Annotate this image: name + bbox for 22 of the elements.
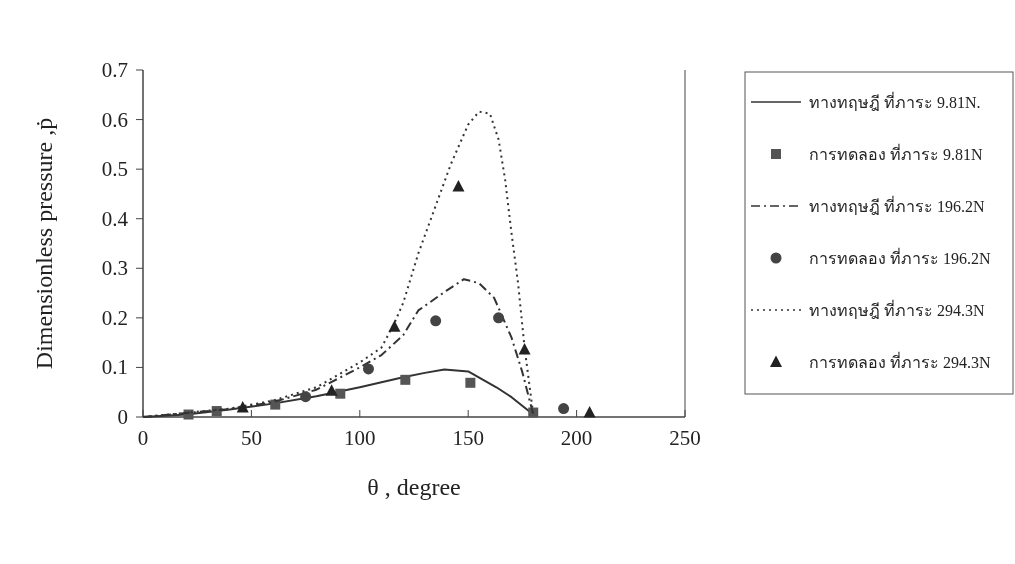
y-tick-label: 0.2 [101, 305, 128, 330]
y-tick-label: 0.1 [101, 355, 128, 380]
y-tick-label: 0.5 [101, 157, 128, 182]
x-axis-title: θ , degree [367, 474, 461, 500]
y-tick-label: 0.4 [101, 206, 129, 231]
x-tick-label: 250 [669, 426, 701, 450]
legend-label: ทางทฤษฎี ที่ภาระ 9.81N. [809, 91, 981, 111]
legend-label: การทดลอง ที่ภาระ 294.3N [809, 351, 991, 371]
x-tick-label: 50 [240, 426, 262, 450]
y-tick-label: 0.7 [101, 58, 128, 82]
legend-label: การทดลอง ที่ภาระ 196.2N [809, 247, 991, 267]
y-tick-label: 0.3 [101, 256, 128, 281]
legend-label: ทางทฤษฎี ที่ภาระ 196.2N [809, 195, 985, 215]
y-tick-label: 0 [117, 405, 128, 429]
legend-label: การทดลอง ที่ภาระ 9.81N [809, 143, 983, 163]
x-tick-label: 0 [137, 426, 149, 450]
legend-label: ทางทฤษฎี ที่ภาระ 294.3N [809, 299, 985, 319]
y-tick-label: 0.6 [101, 107, 128, 132]
x-tick-label: 150 [452, 426, 484, 450]
x-tick-label: 200 [560, 426, 593, 450]
x-tick-label: 100 [344, 426, 376, 450]
y-axis-title: Dimensionless pressure ,ṗ [31, 117, 57, 370]
